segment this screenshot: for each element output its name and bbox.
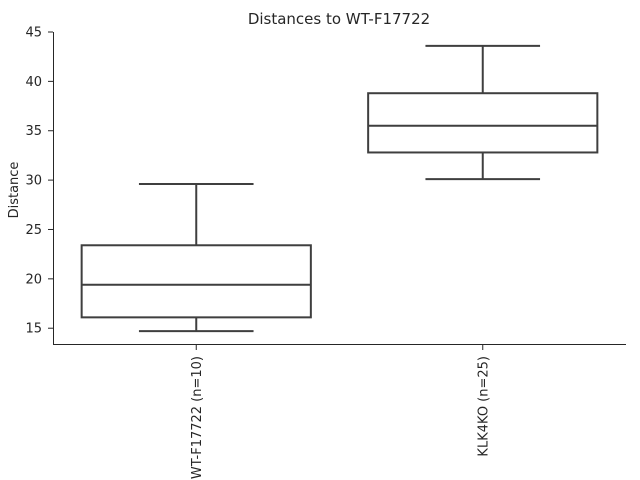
y-tick-label: 15 [25, 322, 42, 337]
y-tick-label: 35 [25, 124, 42, 139]
x-tick-label: WT-F17722 (n=10) [190, 356, 205, 479]
y-tick-label: 25 [25, 223, 42, 238]
y-tick-label: 40 [25, 75, 42, 90]
y-tick-label: 45 [25, 26, 42, 41]
box-iqr [367, 92, 599, 154]
y-tick-label: 20 [25, 272, 42, 287]
boxes [80, 44, 599, 333]
y-axis-label: Distance [7, 162, 22, 219]
chart-title: Distances to WT-F17722 [248, 10, 430, 28]
box-group [80, 183, 312, 333]
box-iqr [80, 244, 312, 319]
y-tick-label: 30 [25, 174, 42, 189]
y-ticks: 15 20 25 30 35 40 45 [25, 26, 53, 337]
x-ticks: WT-F17722 (n=10) KLK4KO (n=25) [190, 345, 491, 479]
box-group [367, 44, 599, 181]
x-tick-label: KLK4KO (n=25) [476, 356, 491, 457]
